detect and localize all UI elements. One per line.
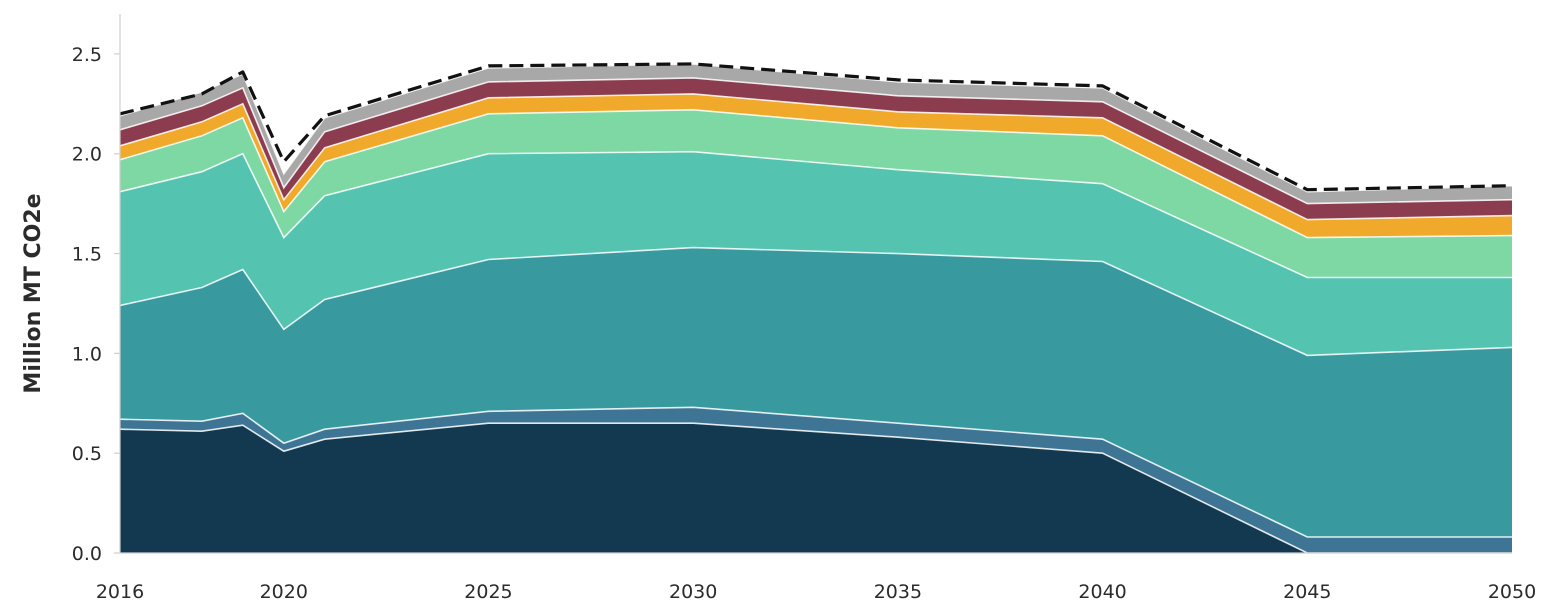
x-tick-label: 2025 [464, 581, 512, 603]
y-tick-label: 2.5 [72, 44, 102, 66]
y-axis-title: Million MT CO2e [21, 193, 46, 393]
y-tick-label: 1.5 [72, 244, 102, 266]
y-tick-label: 0.0 [72, 543, 102, 565]
x-tick-label: 2050 [1488, 581, 1536, 603]
y-tick-label: 2.0 [72, 144, 102, 166]
y-tick-label: 1.0 [72, 343, 102, 365]
x-tick-label: 2040 [1078, 581, 1126, 603]
x-tick-label: 2016 [96, 581, 144, 603]
x-tick-label: 2045 [1283, 581, 1331, 603]
x-tick-label: 2020 [260, 581, 308, 603]
x-tick-label: 2035 [874, 581, 922, 603]
y-tick-label: 0.5 [72, 443, 102, 465]
x-tick-label: 2030 [669, 581, 717, 603]
area-series-group [120, 64, 1512, 553]
